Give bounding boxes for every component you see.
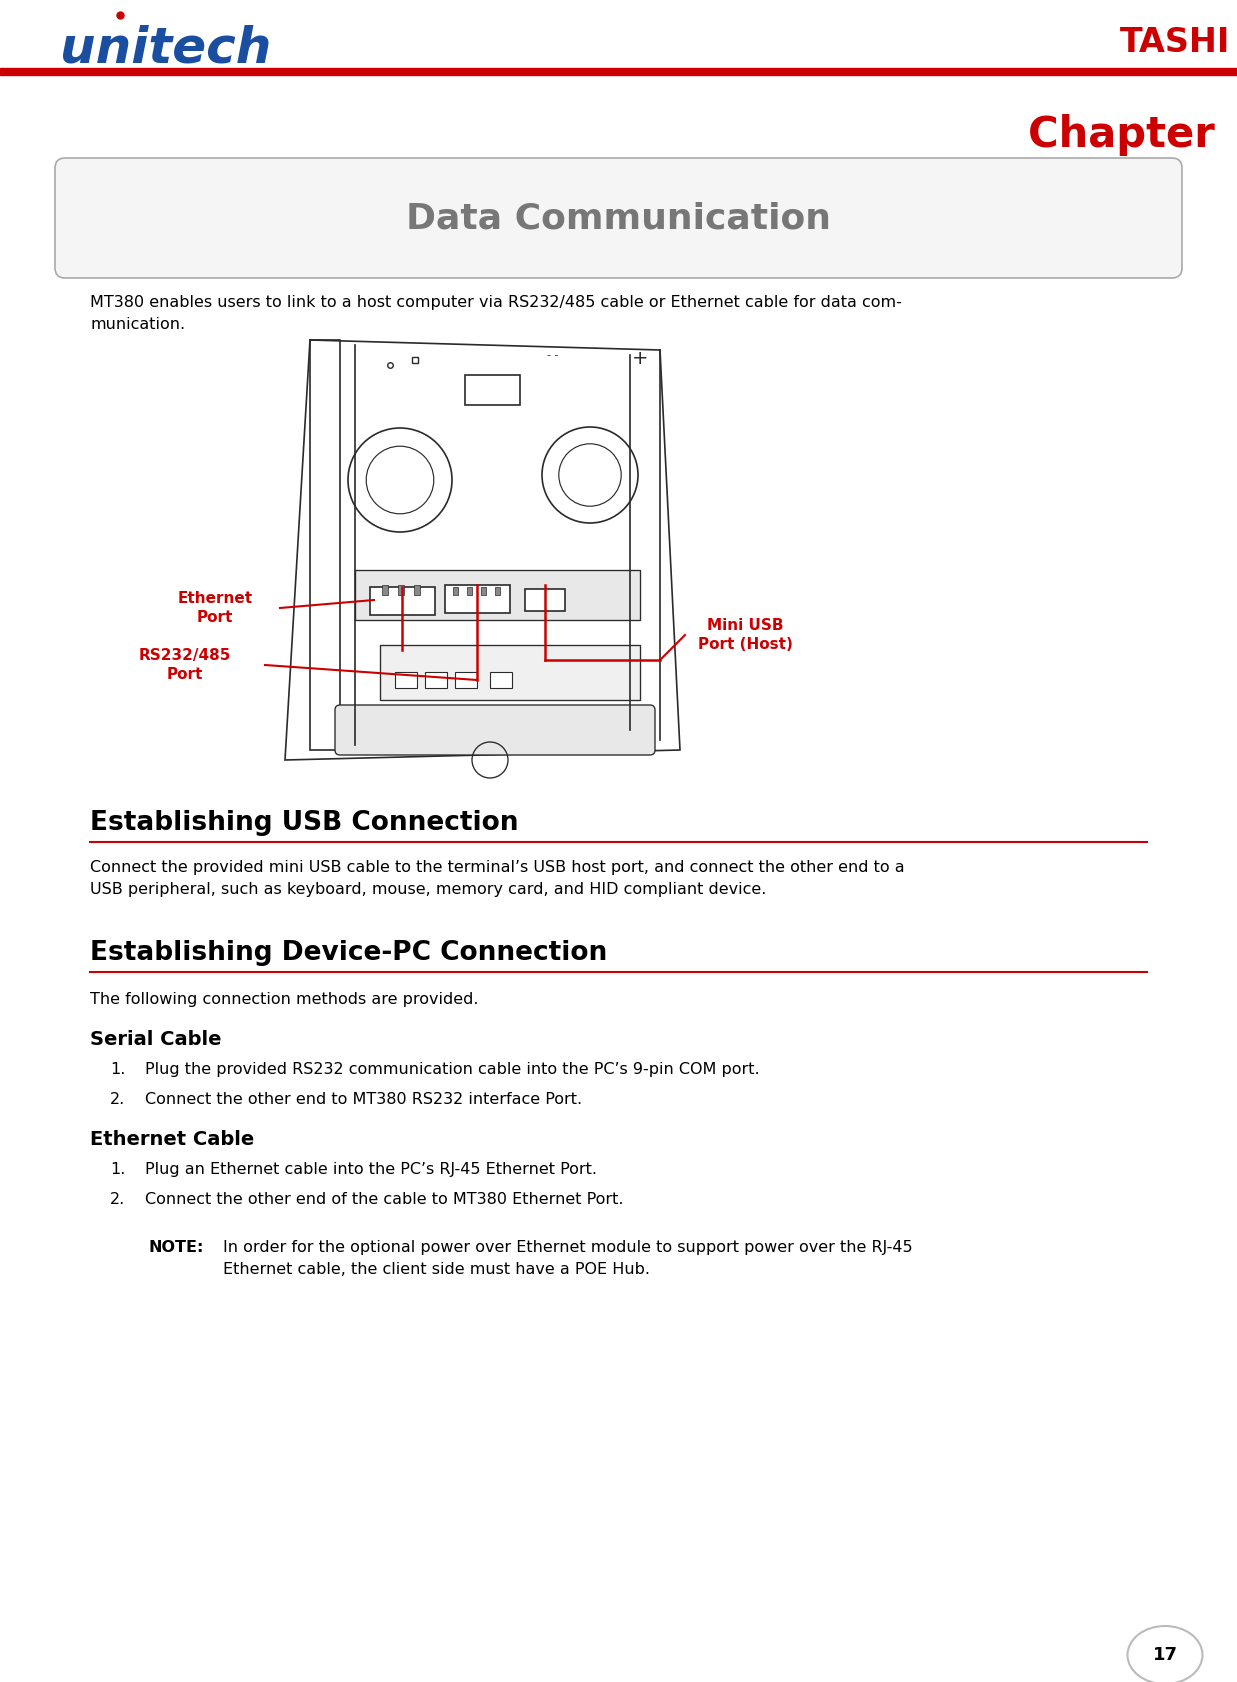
Bar (380, 644, 640, 700)
Bar (465, 375, 520, 405)
Text: Data Communication: Data Communication (406, 202, 831, 235)
Bar (414, 585, 421, 595)
Bar (445, 585, 510, 612)
FancyBboxPatch shape (54, 158, 1183, 278)
Text: 2.: 2. (110, 1092, 125, 1107)
Text: +: + (632, 348, 648, 367)
Text: 1.: 1. (110, 1162, 125, 1177)
Text: Plug an Ethernet cable into the PC’s RJ-45 Ethernet Port.: Plug an Ethernet cable into the PC’s RJ-… (145, 1162, 597, 1177)
Text: RS232/485
Port: RS232/485 Port (139, 648, 231, 681)
Bar (481, 587, 486, 595)
Bar (370, 587, 435, 616)
FancyBboxPatch shape (335, 705, 656, 755)
Bar (495, 587, 500, 595)
Text: 1.: 1. (110, 1061, 125, 1076)
Bar (382, 585, 388, 595)
Bar (455, 673, 477, 688)
Bar (453, 587, 458, 595)
Bar (355, 570, 640, 621)
Text: Establishing USB Connection: Establishing USB Connection (90, 811, 518, 836)
Text: - -: - - (547, 350, 559, 360)
Text: MT380 enables users to link to a host computer via RS232/485 cable or Ethernet c: MT380 enables users to link to a host co… (90, 294, 902, 331)
Text: 2.: 2. (110, 1193, 125, 1208)
Text: Serial Cable: Serial Cable (90, 1029, 221, 1050)
Bar (468, 587, 473, 595)
Text: Chapter  3: Chapter 3 (1028, 114, 1237, 156)
Text: NOTE:: NOTE: (148, 1240, 203, 1255)
Bar (524, 589, 565, 611)
Text: Mini USB
Port (Host): Mini USB Port (Host) (698, 619, 793, 653)
Text: 17: 17 (1153, 1647, 1178, 1663)
Text: Connect the other end to MT380 RS232 interface Port.: Connect the other end to MT380 RS232 int… (145, 1092, 583, 1107)
Bar (395, 673, 417, 688)
Text: Ethernet Cable: Ethernet Cable (90, 1130, 255, 1149)
Text: unitech: unitech (61, 24, 271, 72)
Text: The following connection methods are provided.: The following connection methods are pro… (90, 992, 479, 1008)
Bar (490, 673, 512, 688)
Text: Connect the other end of the cable to MT380 Ethernet Port.: Connect the other end of the cable to MT… (145, 1193, 623, 1208)
Text: Connect the provided mini USB cable to the terminal’s USB host port, and connect: Connect the provided mini USB cable to t… (90, 860, 904, 897)
Text: In order for the optional power over Ethernet module to support power over the R: In order for the optional power over Eth… (223, 1240, 913, 1277)
Text: Ethernet
Port: Ethernet Port (177, 590, 252, 624)
Bar (398, 585, 404, 595)
Bar (426, 673, 447, 688)
Text: Establishing Device-PC Connection: Establishing Device-PC Connection (90, 940, 607, 965)
Text: TASHI: TASHI (1119, 25, 1230, 59)
Bar (0, 67, 1237, 76)
Text: Plug the provided RS232 communication cable into the PC’s 9-pin COM port.: Plug the provided RS232 communication ca… (145, 1061, 760, 1076)
